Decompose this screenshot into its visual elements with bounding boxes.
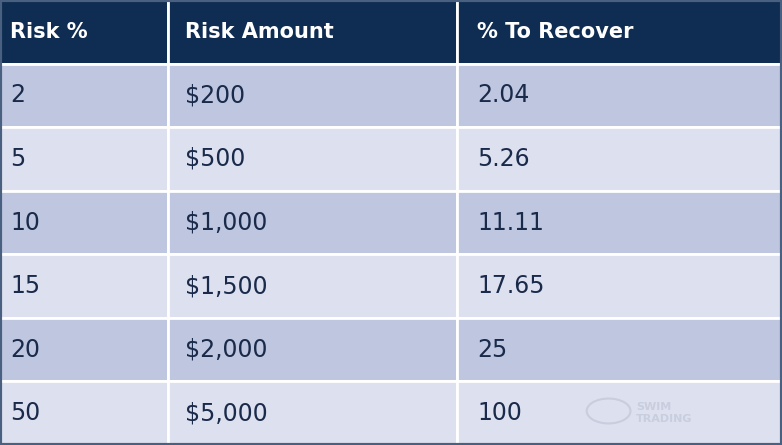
Text: 5: 5 (10, 147, 25, 171)
Bar (457, 127, 782, 191)
Text: 20: 20 (10, 338, 40, 362)
Bar (457, 64, 782, 127)
Text: 100: 100 (477, 401, 522, 425)
Bar (168, 254, 457, 318)
Bar (457, 318, 782, 381)
Text: 50: 50 (10, 401, 41, 425)
Bar (0, 127, 168, 191)
Bar (168, 127, 457, 191)
Bar (0, 191, 168, 254)
Text: 5.26: 5.26 (477, 147, 529, 171)
Bar (168, 318, 457, 381)
Text: 10: 10 (10, 210, 40, 235)
Text: 15: 15 (10, 274, 40, 298)
Text: 17.65: 17.65 (477, 274, 544, 298)
Text: SWIM
TRADING: SWIM TRADING (636, 402, 693, 424)
Text: % To Recover: % To Recover (477, 22, 633, 42)
Bar (168, 381, 457, 445)
Bar (0, 254, 168, 318)
Text: $1,500: $1,500 (185, 274, 268, 298)
Bar (168, 0, 457, 64)
Text: 11.11: 11.11 (477, 210, 543, 235)
Text: $2,000: $2,000 (185, 338, 268, 362)
Text: Risk Amount: Risk Amount (185, 22, 334, 42)
Text: 25: 25 (477, 338, 508, 362)
Bar (457, 0, 782, 64)
Bar (168, 191, 457, 254)
Bar (0, 0, 168, 64)
Text: $5,000: $5,000 (185, 401, 268, 425)
Bar (0, 64, 168, 127)
Bar (0, 318, 168, 381)
Text: Risk %: Risk % (10, 22, 88, 42)
Text: $200: $200 (185, 83, 246, 107)
Text: 2.04: 2.04 (477, 83, 529, 107)
Bar (457, 254, 782, 318)
Bar (0, 381, 168, 445)
Text: 2: 2 (10, 83, 25, 107)
Bar (457, 191, 782, 254)
Text: $1,000: $1,000 (185, 210, 268, 235)
Text: $500: $500 (185, 147, 246, 171)
Bar (168, 64, 457, 127)
Bar (457, 381, 782, 445)
